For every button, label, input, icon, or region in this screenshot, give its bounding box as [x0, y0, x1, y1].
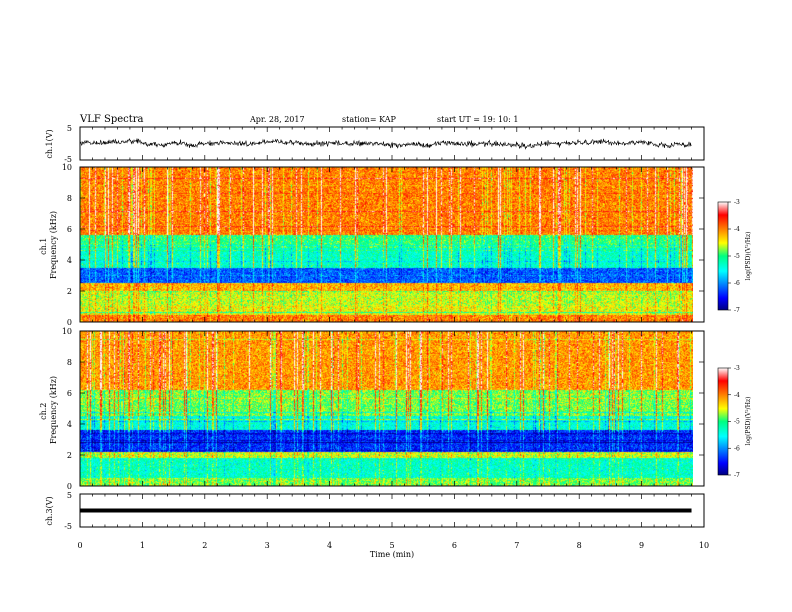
time-tick-label: 7: [514, 541, 519, 550]
colorbar-tick-label: -6: [734, 280, 740, 287]
ch1-colorbar-ticks: -3 -4 -5 -6 -7: [728, 199, 740, 314]
ch2-colorbar-ticks: -3 -4 -5 -6 -7: [728, 365, 740, 479]
colorbar-tick-label: -4: [734, 392, 740, 399]
time-tick-label: 2: [202, 541, 207, 550]
ch3-voltage-axis-label: ch.3(V): [45, 496, 54, 525]
frequency-tick-label: 10: [62, 327, 72, 336]
ch2-spectrogram-image: [80, 331, 693, 486]
time-tick-label: 10: [699, 541, 709, 550]
ch1-colorbar-scale: [717, 201, 729, 311]
ch1-waveform-ticks: [79, 127, 705, 160]
time-tick-label: 1: [140, 541, 145, 550]
ch2-colorbar-scale: [717, 367, 729, 476]
ch1-voltage-axis-label: ch.1(V): [45, 129, 54, 158]
time-tick-label: 9: [639, 541, 644, 550]
ch1-frequency-tick-labels: 10 8 6 4 2 0: [62, 163, 704, 327]
colorbar-tick-label: -5: [734, 253, 740, 260]
ch1-colorbar-label: log(PSD)(V²/Hz): [745, 232, 752, 281]
date-label: Apr. 28, 2017: [249, 115, 305, 124]
time-tick-label: 8: [577, 541, 582, 550]
time-axis-tick-labels: 0 1 2 3 4 5 6 7 8 9 10: [77, 541, 709, 550]
colorbar-tick-label: -5: [734, 419, 740, 426]
ch3-ytick-top: 5: [67, 491, 72, 500]
time-axis-label: Time (min): [370, 550, 414, 559]
figure-title: VLF Spectra: [79, 114, 144, 125]
frequency-tick-label: 2: [67, 287, 72, 296]
frequency-tick-label: 4: [67, 420, 72, 429]
ch2-channel-label: ch.2 Frequency (kHz): [39, 376, 58, 444]
ch1-waveform-trace: [79, 137, 692, 150]
ch2-frequency-axis-label: Frequency (kHz): [49, 376, 58, 444]
ch3-waveform-ticks: [79, 494, 705, 527]
start-time-label: start UT = 19: 10: 1: [437, 115, 518, 124]
frequency-tick-label: 0: [67, 482, 72, 491]
ch3-ytick-bottom: -5: [64, 522, 72, 531]
time-tick-label: 6: [452, 541, 457, 550]
frequency-tick-label: 6: [67, 389, 72, 398]
frequency-tick-label: 8: [67, 194, 72, 203]
ch2-spectrogram-panel: 10 8 6 4 2 0 ch.2 Frequency (kHz): [39, 327, 705, 491]
ch1-channel-label: ch.1 Frequency (kHz): [39, 211, 58, 279]
ch1-frequency-axis-label: Frequency (kHz): [49, 211, 58, 279]
time-tick-label: 3: [265, 541, 270, 550]
ch3-waveform-panel: 5 -5 ch.3(V): [45, 491, 705, 531]
ch1-spectrogram-image: [80, 167, 693, 322]
ch1-waveform-panel: 5 -5 ch.1(V): [45, 124, 705, 164]
colorbar-tick-label: -7: [734, 472, 740, 479]
station-label: station= KAP: [342, 115, 397, 124]
ch2-spectrogram-ticks: [79, 331, 705, 486]
ch1-ytick-top: 5: [67, 124, 72, 133]
time-tick-label: 4: [327, 541, 332, 550]
frequency-tick-label: 6: [67, 225, 72, 234]
ch1-colorbar: -3 -4 -5 -6 -7 log(PSD)(V²/Hz): [717, 199, 752, 314]
colorbar-tick-label: -6: [734, 445, 740, 452]
ch2-channel-name: ch.2: [39, 403, 48, 420]
frequency-tick-label: 4: [67, 256, 72, 265]
colorbar-tick-label: -4: [734, 226, 740, 233]
frequency-tick-label: 10: [62, 163, 72, 172]
ch1-ytick-bottom: -5: [64, 155, 72, 164]
colorbar-tick-label: -7: [734, 307, 740, 314]
colorbar-tick-label: -3: [734, 365, 740, 372]
ch1-channel-name: ch.1: [39, 238, 48, 255]
time-tick-label: 5: [389, 541, 394, 550]
ch1-spectrogram-panel: 10 8 6 4 2 0 ch.1 Frequency (kHz): [39, 163, 705, 327]
ch2-frequency-tick-labels: 10 8 6 4 2 0: [62, 327, 704, 491]
time-tick-label: 0: [77, 541, 82, 550]
ch1-spectrogram-ticks: [79, 167, 705, 322]
colorbar-tick-label: -3: [734, 199, 740, 206]
frequency-tick-label: 2: [67, 451, 72, 460]
ch2-colorbar: -3 -4 -5 -6 -7 log(PSD)(V²/Hz): [717, 365, 752, 479]
ch2-colorbar-label: log(PSD)(V²/Hz): [745, 397, 752, 446]
frequency-tick-label: 8: [67, 358, 72, 367]
waveform-line: [79, 137, 692, 150]
frequency-tick-label: 0: [67, 318, 72, 327]
